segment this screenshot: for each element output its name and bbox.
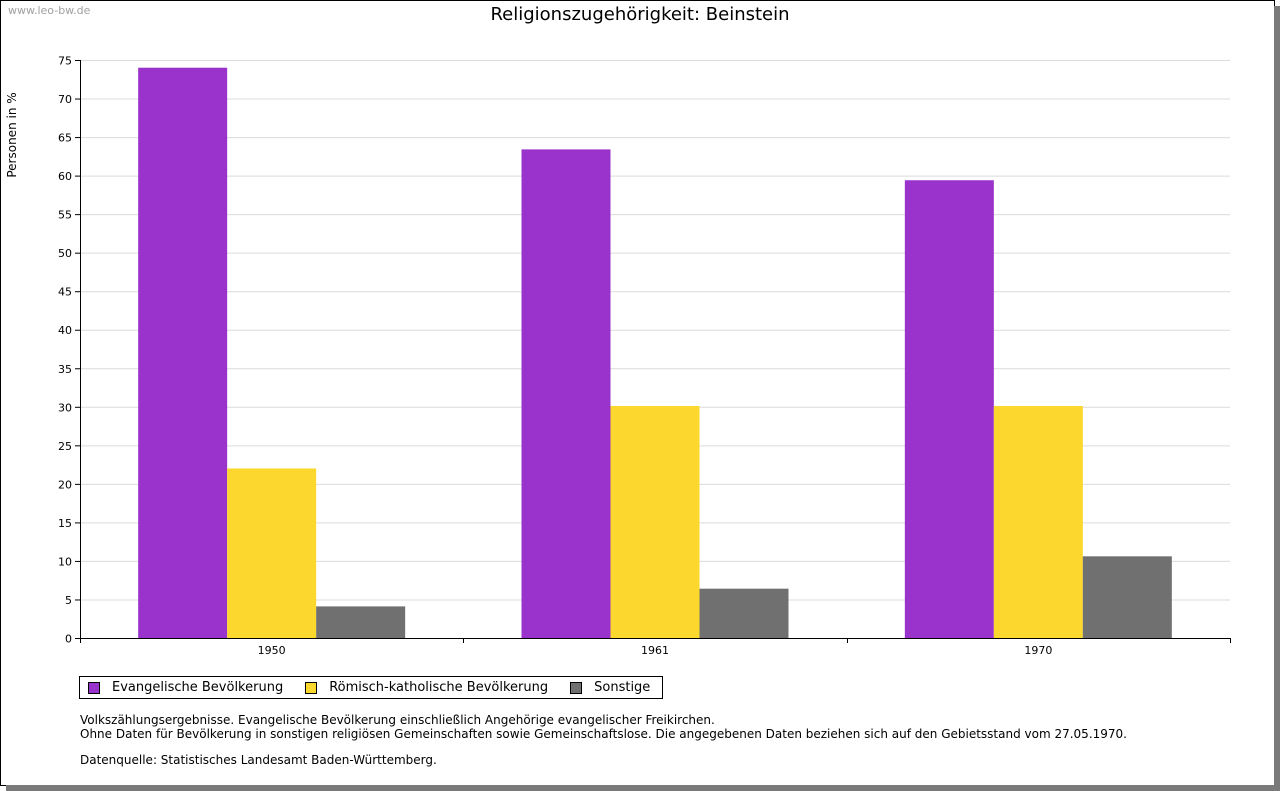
y-tick-label: 15 [58, 517, 72, 530]
y-tick-label: 75 [58, 55, 72, 68]
legend-swatch-katholisch [305, 681, 318, 694]
y-tick-label: 25 [58, 440, 72, 453]
frame-shadow-right [1274, 6, 1280, 791]
watermark: www.leo-bw.de [8, 4, 91, 17]
y-tick-label: 55 [58, 209, 72, 222]
data-source: Datenquelle: Statistisches Landesamt Bad… [80, 753, 437, 767]
y-tick-label: 40 [58, 324, 72, 337]
bar-1961-evangelisch [521, 149, 611, 638]
legend-label-sonstige: Sonstige [594, 680, 651, 695]
bar-1961-katholisch [610, 406, 700, 638]
frame-shadow-bottom [6, 785, 1280, 791]
x-tick-label: 1961 [641, 644, 669, 657]
legend-swatch-evangelisch [88, 681, 100, 694]
legend-item-evangelisch: Evangelische Bevölkerung [88, 680, 283, 695]
bar-1961-sonstige [699, 588, 789, 638]
bar-1950-katholisch [227, 468, 317, 638]
y-tick-label: 70 [58, 93, 72, 106]
y-tick-label: 65 [58, 132, 72, 145]
y-tick-label: 35 [58, 363, 72, 376]
legend-label-katholisch: Römisch-katholische Bevölkerung [329, 680, 549, 695]
y-tick-label: 45 [58, 286, 72, 299]
chart-notes: Volkszählungsergebnisse. Evangelische Be… [80, 713, 1127, 767]
note-line-1: Volkszählungsergebnisse. Evangelische Be… [80, 713, 715, 727]
x-tick-label: 1950 [258, 644, 286, 657]
y-tick-label: 30 [58, 401, 72, 414]
legend: Evangelische Bevölkerung Römisch-katholi… [79, 676, 664, 699]
y-tick-label: 5 [65, 594, 72, 607]
note-line-2: Ohne Daten für Bevölkerung in sonstigen … [80, 727, 1127, 741]
legend-swatch-sonstige [570, 681, 583, 694]
y-tick-label: 20 [58, 478, 72, 491]
bar-1950-sonstige [316, 606, 406, 638]
x-tick-label: 1970 [1024, 644, 1052, 657]
legend-label-evangelisch: Evangelische Bevölkerung [112, 680, 284, 695]
legend-item-katholisch: Römisch-katholische Bevölkerung [305, 680, 548, 695]
y-tick-label: 50 [58, 247, 72, 260]
y-tick-label: 0 [65, 633, 72, 646]
bar-1950-evangelisch [138, 67, 228, 638]
bar-1970-evangelisch [904, 180, 994, 638]
bar-1970-sonstige [1082, 556, 1172, 638]
bar-1970-katholisch [993, 406, 1083, 638]
chart-title: Religionszugehörigkeit: Beinstein [490, 4, 790, 25]
y-axis-label: Personen in % [5, 92, 19, 177]
y-tick-label: 10 [58, 555, 72, 568]
y-tick-label: 60 [58, 170, 72, 183]
legend-item-sonstige: Sonstige [570, 680, 650, 695]
